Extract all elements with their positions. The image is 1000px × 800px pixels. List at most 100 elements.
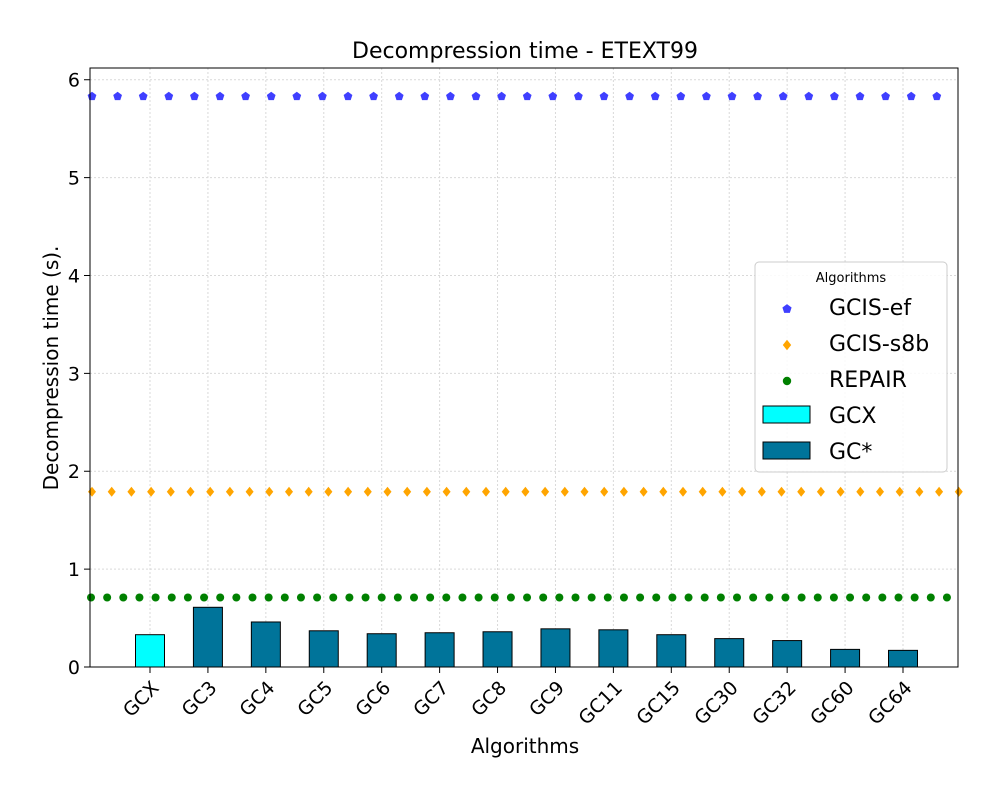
- reference-point: [676, 91, 686, 101]
- reference-point: [539, 593, 548, 602]
- reference-point: [458, 593, 467, 602]
- reference-point: [87, 91, 97, 101]
- reference-point: [679, 486, 687, 497]
- reference-point: [668, 593, 677, 602]
- reference-point: [245, 486, 254, 497]
- reference-point: [361, 593, 370, 602]
- reference-point: [377, 593, 386, 602]
- legend-title: Algorithms: [816, 271, 887, 286]
- reference-point: [804, 91, 814, 101]
- reference-point: [420, 91, 430, 101]
- legend-entry-repair: REPAIR: [782, 368, 907, 393]
- reference-point: [127, 486, 136, 497]
- reference-point: [876, 486, 884, 497]
- reference-point: [103, 593, 112, 602]
- reference-point: [442, 486, 451, 497]
- reference-point: [471, 91, 481, 101]
- reference-point: [625, 91, 634, 101]
- x-tick-label: GC6: [351, 677, 395, 721]
- legend-entry-gcx: GCX: [762, 404, 876, 429]
- reference-point: [862, 593, 871, 602]
- reference-point: [87, 593, 95, 602]
- reference-point: [777, 486, 786, 497]
- y-axis: 0 1 2 3 4 5 6: [68, 70, 90, 679]
- reference-point: [836, 486, 845, 497]
- legend-label: GCIS-ef: [829, 296, 912, 321]
- reference-point: [639, 486, 648, 497]
- bar-gc4: [250, 621, 281, 668]
- reference-point: [292, 91, 302, 101]
- reference-point: [135, 593, 144, 602]
- reference-point: [186, 486, 195, 497]
- y-tick-label: 1: [68, 559, 80, 581]
- reference-point: [698, 486, 707, 497]
- reference-point: [881, 91, 890, 101]
- reference-point: [652, 593, 661, 602]
- reference-point: [345, 593, 354, 602]
- reference-point: [926, 593, 935, 602]
- legend-entry-gcis-ef: GCIS-ef: [782, 296, 912, 321]
- bar-gc5: [308, 630, 339, 668]
- bar-gc6: [366, 633, 397, 668]
- reference-point: [555, 593, 564, 602]
- reference-point: [318, 91, 327, 101]
- reference-point: [942, 593, 951, 602]
- reference-point: [778, 91, 788, 101]
- x-tick-label: GC64: [864, 677, 916, 729]
- reference-point: [619, 593, 628, 602]
- reference-point: [232, 593, 241, 602]
- reference-point: [954, 486, 963, 497]
- reference-point: [906, 91, 916, 101]
- reference-point: [482, 486, 490, 497]
- reference-point: [574, 91, 583, 101]
- reference-point: [541, 486, 550, 497]
- x-axis-label: Algorithms: [471, 734, 579, 758]
- reference-point: [344, 486, 353, 497]
- reference-point: [733, 593, 741, 602]
- reference-point: [522, 91, 532, 101]
- bar-gc15: [656, 634, 687, 668]
- legend-marker: [782, 339, 792, 351]
- reference-point: [324, 486, 333, 497]
- reference-point: [393, 593, 402, 602]
- reference-point: [910, 593, 919, 602]
- bar-gc8: [482, 631, 513, 668]
- reference-point: [296, 593, 305, 602]
- reference-point: [462, 486, 471, 497]
- reference-point: [895, 486, 904, 497]
- x-tick-label: GC9: [525, 677, 569, 721]
- series-gcis-ef: [87, 91, 942, 101]
- reference-point: [183, 593, 192, 602]
- reference-point: [587, 593, 596, 602]
- reference-point: [343, 91, 353, 101]
- reference-point: [442, 593, 451, 602]
- x-tick-label: GC60: [806, 677, 858, 729]
- reference-point: [285, 486, 293, 497]
- reference-point: [426, 593, 435, 602]
- reference-point: [521, 486, 530, 497]
- y-axis-label: Decompression time (s).: [39, 246, 63, 491]
- reference-point: [523, 593, 532, 602]
- x-tick-label: GC30: [690, 677, 742, 729]
- reference-point: [716, 593, 725, 602]
- reference-point: [830, 91, 839, 101]
- bar-series: [135, 606, 918, 668]
- y-tick-label: 2: [68, 461, 80, 483]
- x-tick-label: GC7: [409, 677, 453, 721]
- reference-point: [313, 593, 322, 602]
- bar-gc30: [714, 638, 745, 668]
- reference-point: [215, 91, 225, 101]
- reference-point: [280, 593, 289, 602]
- x-tick-label: GC32: [748, 677, 800, 729]
- reference-point: [781, 593, 790, 602]
- reference-point: [856, 486, 865, 497]
- reference-point: [138, 91, 148, 101]
- legend-entry-gcis-s8b: GCIS-s8b: [782, 332, 929, 357]
- y-tick-label: 3: [68, 363, 80, 385]
- reference-point: [932, 91, 942, 101]
- legend-label: REPAIR: [829, 368, 907, 393]
- reference-point: [403, 486, 412, 497]
- x-tick-label: GC15: [632, 677, 684, 729]
- reference-point: [659, 486, 668, 497]
